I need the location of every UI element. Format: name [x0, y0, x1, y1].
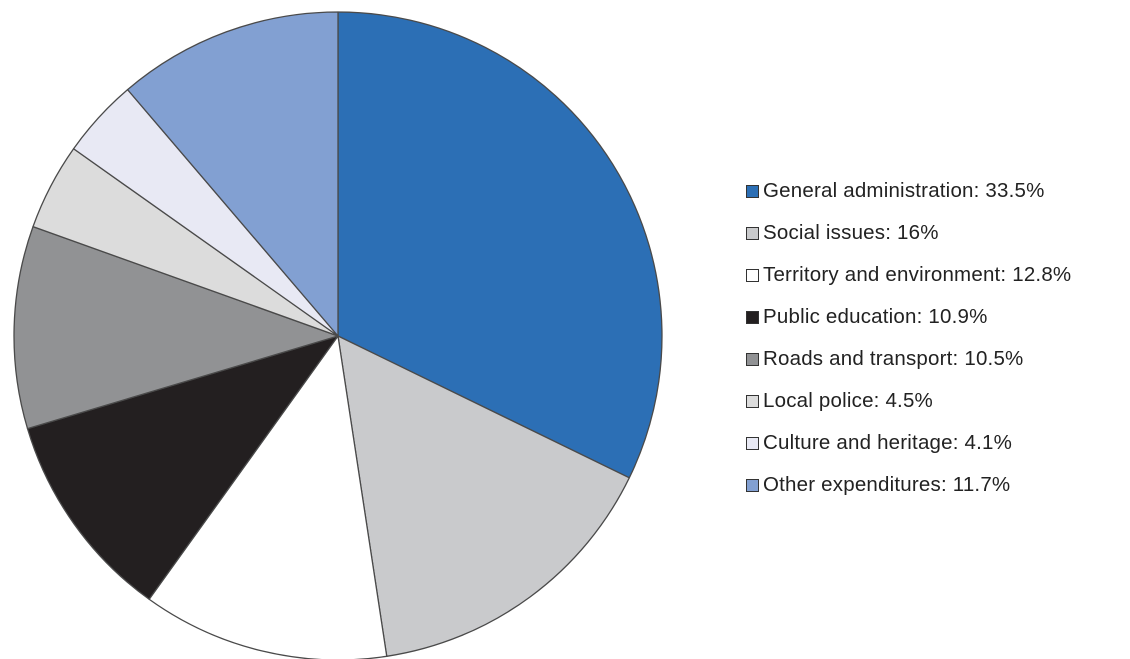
legend-swatch-local-police — [746, 394, 759, 408]
legend-label-territory-and-environment: Territory and environment: 12.8% — [763, 263, 1072, 286]
legend-label-culture-and-heritage: Culture and heritage: 4.1% — [763, 431, 1013, 454]
legend-label-social-issues: Social issues: 16% — [763, 221, 939, 244]
legend-label-roads-and-transport: Roads and transport: 10.5% — [763, 347, 1024, 370]
legend-label-public-education: Public education: 10.9% — [763, 305, 988, 328]
pie-slice-roads-and-transport — [13, 225, 339, 430]
pie-slice-social-issues — [337, 335, 630, 657]
legend-item-roads-and-transport: Roads and transport: 10.5% — [746, 338, 1130, 380]
legend-item-public-education: Public education: 10.9% — [746, 296, 1130, 338]
pie-slice-general-administration — [337, 11, 663, 479]
legend-swatch-culture-and-heritage — [746, 436, 759, 450]
pie-slice-public-education — [26, 335, 339, 600]
legend-label-general-administration: General administration: 33.5% — [763, 179, 1045, 202]
legend-swatch-roads-and-transport — [746, 352, 759, 366]
legend-item-local-police: Local police: 4.5% — [746, 380, 1130, 422]
legend-swatch-territory-and-environment — [746, 268, 759, 282]
legend-label-other-expenditures: Other expenditures: 11.7% — [763, 473, 1011, 496]
legend-swatch-general-administration — [746, 184, 759, 198]
legend-swatch-other-expenditures — [746, 478, 759, 492]
pie-slice-other-expenditures — [126, 11, 339, 337]
legend-item-territory-and-environment: Territory and environment: 12.8% — [746, 254, 1130, 296]
legend-item-other-expenditures: Other expenditures: 11.7% — [746, 464, 1130, 506]
legend-item-social-issues: Social issues: 16% — [746, 212, 1130, 254]
legend-swatch-social-issues — [746, 226, 759, 240]
legend-swatch-public-education — [746, 310, 759, 324]
legend-label-local-police: Local police: 4.5% — [763, 389, 933, 412]
legend-item-general-administration: General administration: 33.5% — [746, 170, 1130, 212]
legend-item-culture-and-heritage: Culture and heritage: 4.1% — [746, 422, 1130, 464]
legend: General administration: 33.5% Social iss… — [746, 170, 1130, 506]
